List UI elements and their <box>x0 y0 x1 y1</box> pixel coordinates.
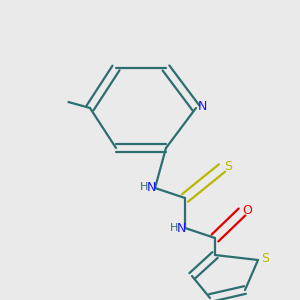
Text: H: H <box>140 182 149 192</box>
Text: N: N <box>198 100 207 113</box>
Text: O: O <box>242 204 252 217</box>
Text: H: H <box>170 223 179 233</box>
Text: S: S <box>225 160 232 173</box>
Text: N: N <box>177 221 186 235</box>
Text: S: S <box>261 252 269 265</box>
Text: N: N <box>147 181 156 194</box>
